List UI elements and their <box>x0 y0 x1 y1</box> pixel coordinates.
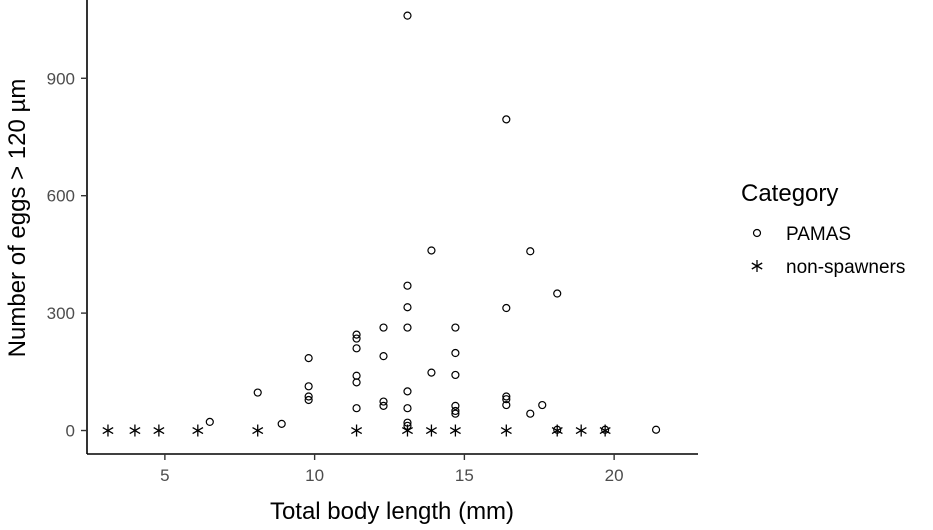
data-point-circle <box>403 387 412 396</box>
data-point-circle <box>651 425 661 434</box>
data-point-asterisk <box>252 424 264 437</box>
data-point-asterisk <box>153 424 165 437</box>
legend: Category PAMAS non-spawners <box>741 180 905 278</box>
plot-points <box>102 11 661 437</box>
data-point-circle <box>304 382 313 391</box>
data-point-circle <box>352 334 361 343</box>
data-point-circle <box>277 419 286 428</box>
data-point-circle <box>352 378 361 387</box>
data-point-circle <box>403 11 412 20</box>
data-point-circle <box>538 400 547 410</box>
data-point-circle <box>304 392 313 401</box>
data-point-circle <box>304 354 313 363</box>
data-point-circle <box>451 401 460 410</box>
y-axis-title: Number of eggs > 120 µm <box>4 79 31 358</box>
data-point-asterisk <box>401 424 413 437</box>
data-point-circle <box>379 352 388 361</box>
y-tick-label: 0 <box>66 422 75 441</box>
data-point-circle <box>502 395 511 404</box>
data-point-circle <box>379 401 388 410</box>
data-point-asterisk <box>425 424 437 437</box>
data-point-circle <box>403 303 412 312</box>
y-ticks: 0 300 600 900 <box>47 69 87 441</box>
data-point-asterisk <box>500 424 512 437</box>
data-point-circle <box>553 289 562 298</box>
data-point-circle <box>304 395 313 405</box>
x-tick-label: 5 <box>160 466 169 485</box>
data-point-circle <box>502 303 511 313</box>
x-tick-label: 15 <box>455 466 474 485</box>
data-point-circle <box>451 348 460 358</box>
y-tick-label: 900 <box>47 69 75 88</box>
data-point-circle <box>205 417 214 427</box>
data-point-circle <box>526 409 535 418</box>
axes <box>86 0 698 455</box>
data-point-circle <box>352 404 361 413</box>
data-point-asterisk <box>599 424 611 437</box>
data-point-circle <box>427 368 436 377</box>
data-point-circle <box>352 330 361 339</box>
series-non-spawners <box>102 424 611 437</box>
legend-key-pamas-circle-icon <box>752 228 762 238</box>
data-point-asterisk <box>192 424 204 437</box>
data-point-circle <box>352 344 361 353</box>
x-tick-label: 10 <box>305 466 324 485</box>
data-point-circle <box>502 392 511 401</box>
data-point-circle <box>526 247 535 256</box>
data-point-circle <box>451 406 460 416</box>
data-point-circle <box>451 370 460 380</box>
data-point-circle <box>379 397 388 406</box>
data-point-asterisk <box>102 424 114 437</box>
data-point-asterisk <box>129 424 141 437</box>
x-ticks: 5 10 15 20 <box>160 454 624 485</box>
data-point-asterisk <box>449 424 461 437</box>
legend-label-pamas: PAMAS <box>786 224 851 245</box>
data-point-circle <box>352 371 361 380</box>
legend-key-non-spawners-asterisk-icon <box>751 260 763 272</box>
data-point-circle <box>253 388 262 397</box>
data-point-circle <box>502 115 511 124</box>
legend-label-non-spawners: non-spawners <box>786 257 905 278</box>
data-point-circle <box>451 323 460 332</box>
data-point-circle <box>379 323 388 332</box>
data-point-circle <box>403 281 412 290</box>
legend-asterisk-shape <box>751 260 763 272</box>
data-point-asterisk <box>551 424 563 437</box>
series-pamas <box>205 11 661 434</box>
data-point-circle <box>427 246 436 255</box>
data-point-circle <box>403 323 412 332</box>
y-tick-label: 600 <box>47 187 75 206</box>
legend-title: Category <box>741 180 838 207</box>
data-point-asterisk <box>575 424 587 437</box>
data-point-circle <box>502 400 511 410</box>
data-point-circle <box>451 409 460 418</box>
x-tick-label: 20 <box>605 466 624 485</box>
data-point-asterisk <box>351 424 363 437</box>
data-point-circle <box>403 404 412 413</box>
y-tick-label: 300 <box>47 304 75 323</box>
x-axis-title: Total body length (mm) <box>270 498 514 525</box>
